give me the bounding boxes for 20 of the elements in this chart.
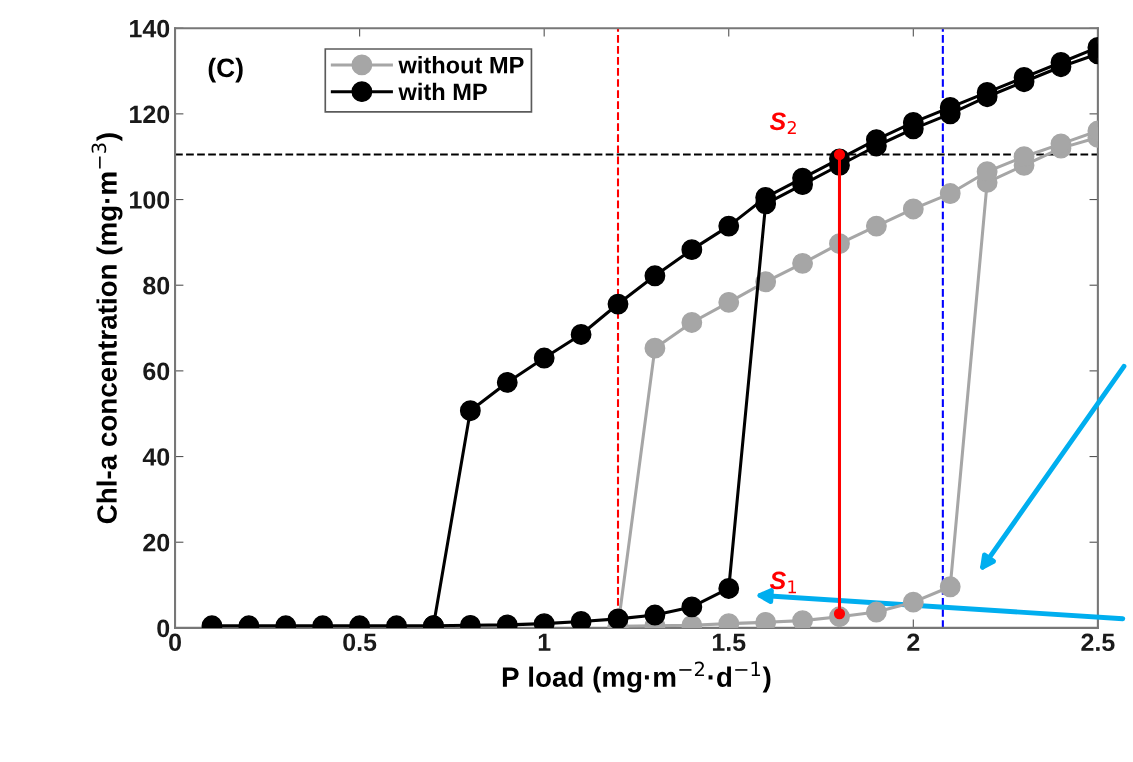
- x-tick-label: 0.5: [343, 633, 377, 652]
- y-axis-title: Chl-a concentration (mg·m$^{−3}$): [91, 133, 123, 524]
- legend-label: without MP: [398, 56, 524, 74]
- y-tick-label: 120: [130, 105, 170, 124]
- y-tick-label: 0: [157, 619, 170, 638]
- x-tick-label: 2.5: [1081, 633, 1115, 652]
- x-tick-label: 1.5: [712, 633, 746, 652]
- y-tick-label: 80: [143, 276, 170, 295]
- annotation: S$_{2}$: [769, 112, 796, 134]
- x-tick-label: 2: [907, 633, 920, 651]
- legend-label: with MP: [398, 82, 487, 101]
- y-tick-label: 40: [142, 448, 170, 466]
- y-tick-label: 60: [143, 362, 170, 381]
- y-tick-label: 140: [130, 19, 170, 38]
- annotation: (C): [208, 57, 243, 83]
- x-tick-label: 1: [538, 633, 551, 651]
- annotation: S$_{1}$: [769, 571, 796, 594]
- x-axis-title: P load (mg·m$^{−2}$·d$^{−1}$): [502, 661, 771, 693]
- y-tick-label: 20: [143, 533, 170, 552]
- y-tick-label: 100: [130, 191, 170, 209]
